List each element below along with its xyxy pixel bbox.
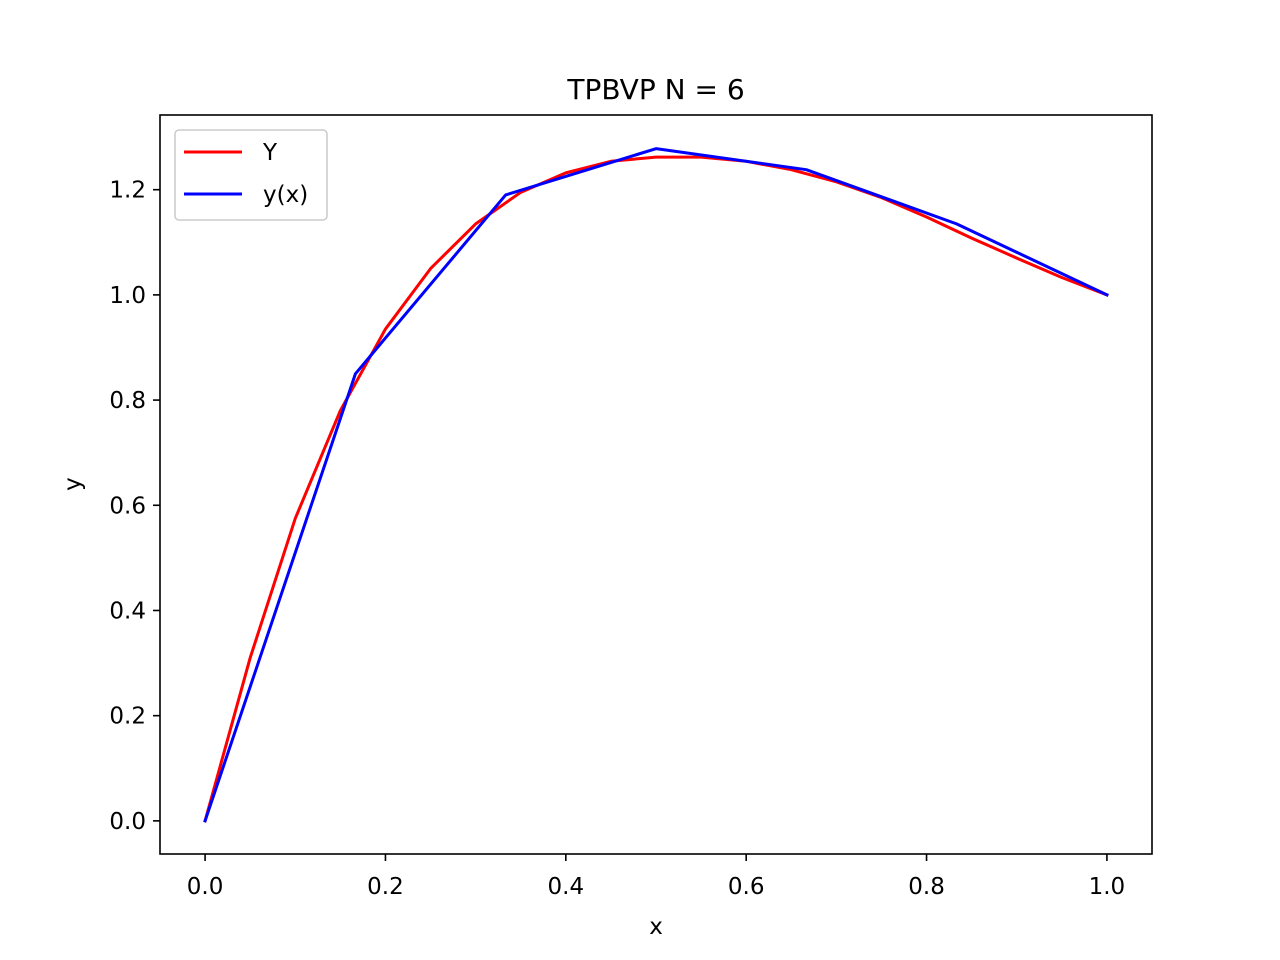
legend-label-y: Y bbox=[262, 140, 278, 166]
x-tick-label: 0.8 bbox=[908, 874, 945, 900]
y-axis: 0.0 0.2 0.4 0.6 0.8 1.0 1.2 bbox=[109, 178, 160, 835]
x-tick-label: 0.4 bbox=[548, 874, 585, 900]
y-tick-label: 0.6 bbox=[109, 493, 146, 519]
y-tick-label: 1.2 bbox=[109, 178, 146, 204]
series-line-1 bbox=[203, 147, 1109, 823]
plot-lines bbox=[203, 147, 1109, 823]
y-tick-label: 0.4 bbox=[109, 598, 146, 624]
x-axis: 0.0 0.2 0.4 0.6 0.8 1.0 bbox=[187, 854, 1125, 900]
chart-title: TPBVP N = 6 bbox=[566, 73, 744, 106]
x-tick-label: 0.2 bbox=[367, 874, 404, 900]
y-tick-label: 0.0 bbox=[109, 809, 146, 835]
x-tick-label: 0.6 bbox=[728, 874, 765, 900]
y-tick-label: 0.2 bbox=[109, 704, 146, 730]
legend-label-yx: y(x) bbox=[263, 182, 308, 208]
x-axis-label: x bbox=[649, 914, 663, 940]
series-line-0 bbox=[203, 155, 1109, 823]
x-tick-label: 0.0 bbox=[187, 874, 224, 900]
y-tick-label: 0.8 bbox=[109, 388, 146, 414]
y-axis-label: y bbox=[60, 477, 86, 491]
legend: Y y(x) bbox=[174, 129, 328, 221]
y-tick-label: 1.0 bbox=[109, 283, 146, 309]
x-tick-label: 1.0 bbox=[1089, 874, 1126, 900]
plot-area-frame bbox=[159, 114, 1153, 855]
